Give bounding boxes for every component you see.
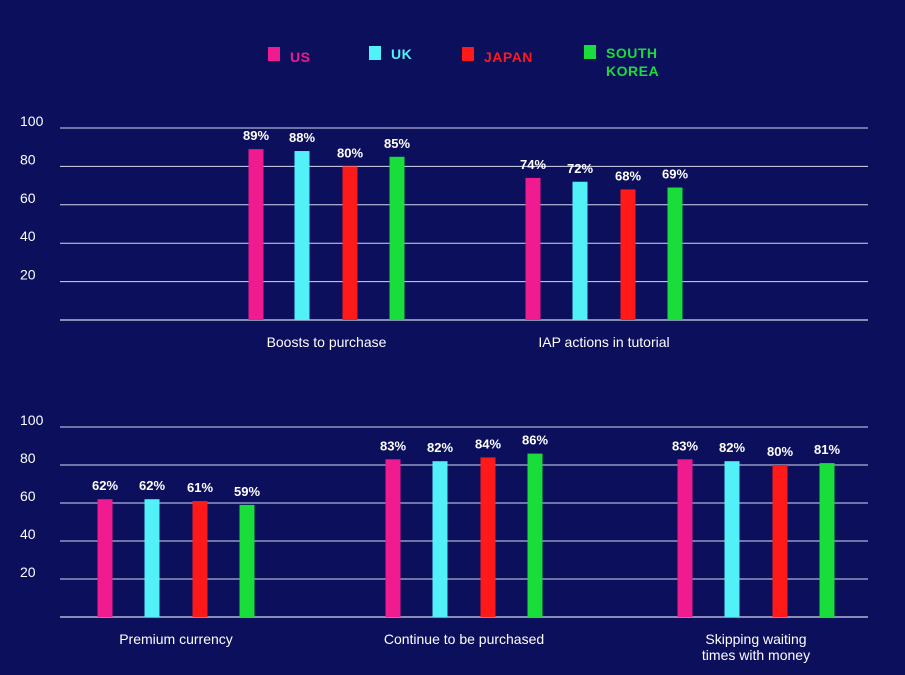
bar-uk-iap-actions-in-tutorial xyxy=(572,181,588,320)
legend-item-south-korea: SOUTH KOREA xyxy=(584,44,668,80)
data-label-us-skipping-waiting-times-with-money: 83% xyxy=(672,438,698,453)
bar-south-korea-skipping-waiting-times-with-money xyxy=(819,463,835,617)
y-tick-label-20: 20 xyxy=(20,564,36,580)
chart-2: 20 40 60 80 100 62% 83% 83% 62% 82% 82% 61% 84% 80% 59… xyxy=(20,412,868,663)
data-label-japan-continue-to-be-purchased: 84% xyxy=(475,436,501,451)
data-label-us-iap-actions-in-tutorial: 74% xyxy=(520,157,546,172)
data-label-japan-skipping-waiting-times-with-money: 80% xyxy=(767,444,793,459)
legend-label-us: US xyxy=(290,49,311,65)
y-tick-label-60: 60 xyxy=(20,190,36,206)
y-tick-label-100: 100 xyxy=(20,113,44,129)
data-label-japan-premium-currency: 61% xyxy=(187,480,213,495)
bar-us-boosts-to-purchase xyxy=(248,149,264,320)
y-tick-label-80: 80 xyxy=(20,450,36,466)
data-label-uk-boosts-to-purchase: 88% xyxy=(289,130,315,145)
data-label-south-korea-iap-actions-in-tutorial: 69% xyxy=(662,167,688,182)
data-label-south-korea-boosts-to-purchase: 85% xyxy=(384,136,410,151)
data-label-south-korea-continue-to-be-purchased: 86% xyxy=(522,433,548,448)
y-tick-label-40: 40 xyxy=(20,526,36,542)
data-label-uk-skipping-waiting-times-with-money: 82% xyxy=(719,440,745,455)
data-label-japan-boosts-to-purchase: 80% xyxy=(337,145,363,160)
bar-south-korea-continue-to-be-purchased xyxy=(527,453,543,617)
category-label-premium-currency: Premium currency xyxy=(119,631,233,647)
bar-uk-continue-to-be-purchased xyxy=(432,461,448,617)
data-label-south-korea-skipping-waiting-times-with-money: 81% xyxy=(814,442,840,457)
y-tick-label-100: 100 xyxy=(20,412,44,428)
data-label-japan-iap-actions-in-tutorial: 68% xyxy=(615,168,641,183)
category-label-continue-to-be-purchased: Continue to be purchased xyxy=(384,631,544,647)
bar-us-iap-actions-in-tutorial xyxy=(525,177,541,320)
bar-south-korea-iap-actions-in-tutorial xyxy=(667,187,683,320)
bar-japan-continue-to-be-purchased xyxy=(480,457,496,617)
legend-item-us: US xyxy=(268,46,310,66)
y-tick-label-80: 80 xyxy=(20,151,36,167)
data-label-uk-continue-to-be-purchased: 82% xyxy=(427,440,453,455)
data-label-south-korea-premium-currency: 59% xyxy=(234,484,260,499)
bar-japan-skipping-waiting-times-with-money xyxy=(772,465,788,617)
y-tick-label-40: 40 xyxy=(20,228,36,244)
bar-uk-boosts-to-purchase xyxy=(294,151,310,320)
legend-swatch-uk xyxy=(369,46,381,60)
data-label-us-boosts-to-purchase: 89% xyxy=(243,128,269,143)
legend-label-uk: UK xyxy=(391,46,413,62)
data-label-us-premium-currency: 62% xyxy=(92,478,118,493)
bar-us-premium-currency xyxy=(97,499,113,617)
bar-japan-premium-currency xyxy=(192,501,208,617)
y-tick-label-20: 20 xyxy=(20,267,36,283)
bar-south-korea-premium-currency xyxy=(239,504,255,617)
legend-swatch-south-korea xyxy=(584,45,596,59)
bar-uk-skipping-waiting-times-with-money xyxy=(724,461,740,617)
bar-japan-iap-actions-in-tutorial xyxy=(620,189,636,320)
bar-uk-premium-currency xyxy=(144,499,160,617)
legend-swatch-japan xyxy=(462,47,474,61)
chart-1: 20 40 60 80 100 89% 74% 88% 72% 80% 68% 85% 69% Boost… xyxy=(20,113,868,350)
legend-label-south-korea: SOUTH KOREA xyxy=(606,45,660,79)
y-tick-label-60: 60 xyxy=(20,488,36,504)
category-label-skipping-waiting-times-with-money: Skipping waiting times with money xyxy=(702,631,810,663)
bar-south-korea-boosts-to-purchase xyxy=(389,156,405,320)
data-label-uk-iap-actions-in-tutorial: 72% xyxy=(567,161,593,176)
legend-label-japan: JAPAN xyxy=(484,49,533,65)
legend-item-japan: JAPAN xyxy=(462,46,533,66)
bar-japan-boosts-to-purchase xyxy=(342,166,358,320)
bar-us-continue-to-be-purchased xyxy=(385,459,401,617)
data-label-uk-premium-currency: 62% xyxy=(139,478,165,493)
data-label-us-continue-to-be-purchased: 83% xyxy=(380,438,406,453)
legend-item-uk: UK xyxy=(369,45,412,63)
category-label-boosts-to-purchase: Boosts to purchase xyxy=(267,334,387,350)
bar-us-skipping-waiting-times-with-money xyxy=(677,459,693,617)
category-label-iap-actions-in-tutorial: IAP actions in tutorial xyxy=(538,334,669,350)
legend-swatch-us xyxy=(268,47,280,61)
